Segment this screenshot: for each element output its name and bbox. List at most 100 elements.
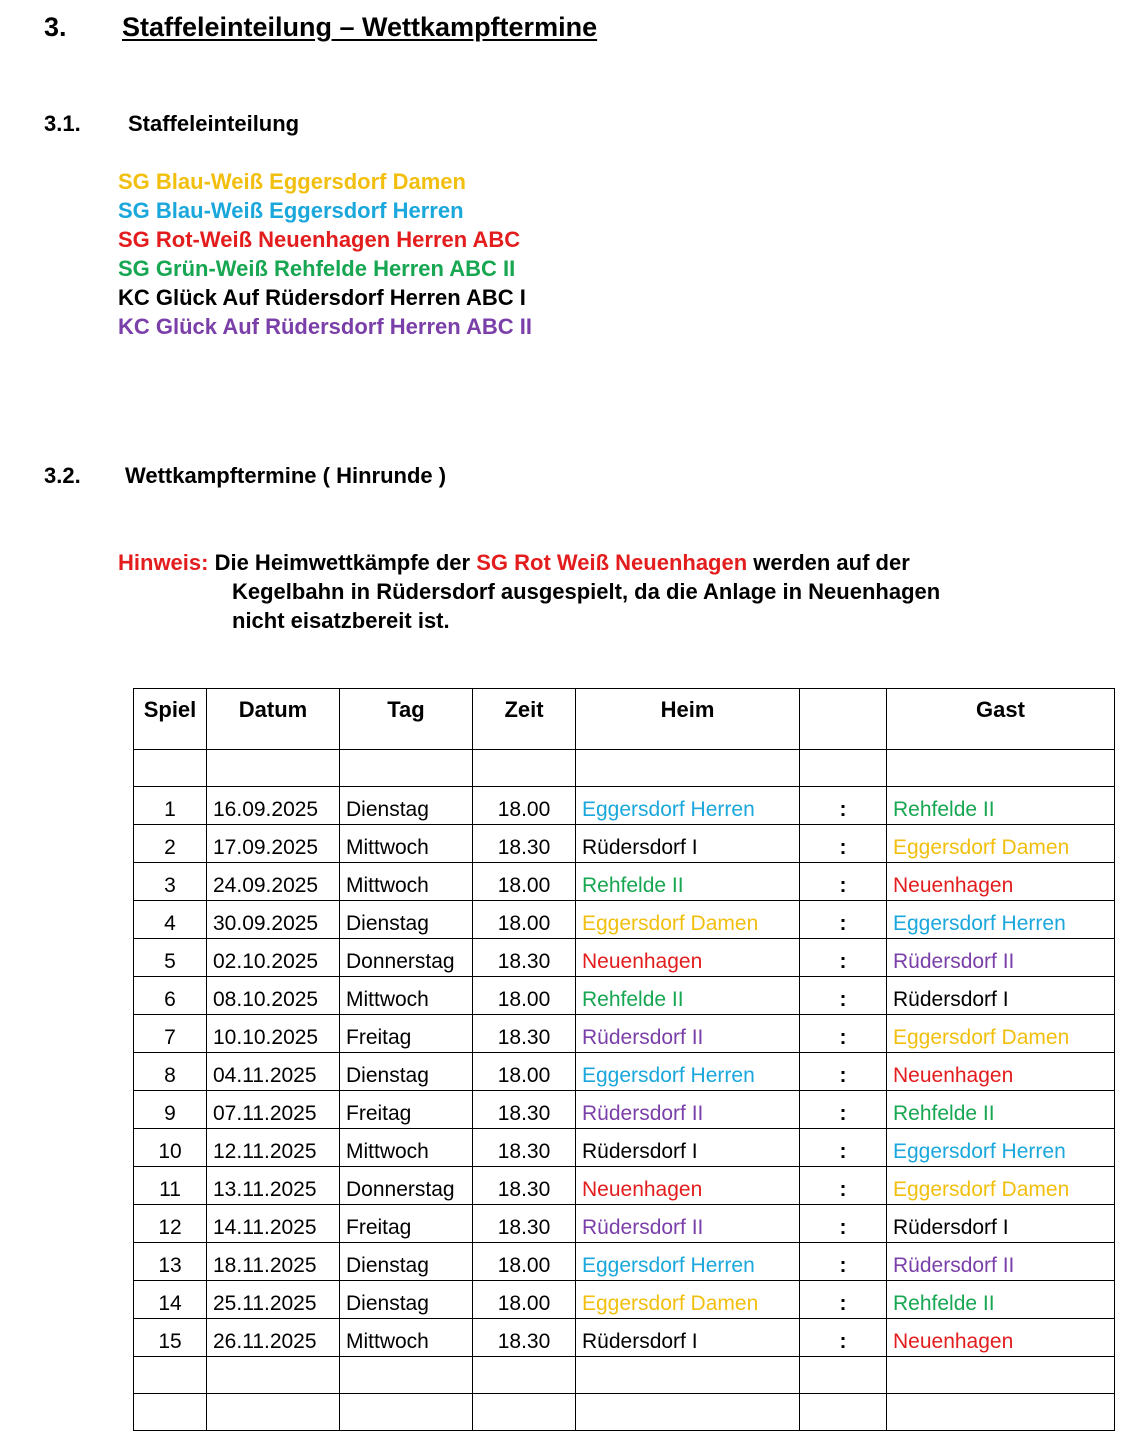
header-zeit: Zeit <box>472 688 576 750</box>
cell-separator: : <box>799 938 887 977</box>
cell-tag: Dienstag <box>339 1280 473 1319</box>
table-row: 11 13.11.2025 Donnerstag 18.30 Neuenhagen: Eg… <box>133 1166 1115 1205</box>
cell-separator: : <box>799 900 887 939</box>
table-row: 14 25.11.2025 Dienstag 18.00 Eggersdorf Dame… <box>133 1280 1115 1319</box>
cell-spiel: 7 <box>133 1014 207 1053</box>
cell-datum: 18.11.2025 <box>206 1242 340 1281</box>
hint-note: Hinweis: Die Heimwettkämpfe der SG Rot W… <box>118 548 940 635</box>
cell-spiel: 13 <box>133 1242 207 1281</box>
cell-tag: Freitag <box>339 1014 473 1053</box>
schedule-table: Spiel Datum Tag Zeit Heim Gast 1 16.09.20… <box>133 688 1115 1431</box>
team-entry: SG Rot-Weiß Neuenhagen Herren ABC <box>118 227 521 252</box>
cell-datum: 25.11.2025 <box>206 1280 340 1319</box>
team-list: SG Blau-Weiß Eggersdorf Damen SG Blau-Wei… <box>118 167 532 341</box>
team-entry: KC Glück Auf Rüdersdorf Herren ABC I <box>118 285 526 310</box>
cell-datum: 04.11.2025 <box>206 1052 340 1091</box>
cell-zeit: 18.00 <box>472 976 576 1015</box>
cell-heim: Rüdersdorf I <box>575 1128 800 1167</box>
cell-spiel: 12 <box>133 1204 207 1243</box>
team-entry: KC Glück Auf Rüdersdorf Herren ABC II <box>118 314 532 339</box>
cell-separator: : <box>799 1166 887 1205</box>
cell-datum: 16.09.2025 <box>206 786 340 825</box>
section-3-heading: 3. Staffeleinteilung – Wettkampftermine <box>44 12 597 43</box>
table-header-row: Spiel Datum Tag Zeit Heim Gast <box>133 688 1115 750</box>
cell-datum: 02.10.2025 <box>206 938 340 977</box>
section-3-2-heading: 3.2. Wettkampftermine ( Hinrunde ) <box>44 463 446 489</box>
cell-heim: Eggersdorf Herren <box>575 1242 800 1281</box>
cell-zeit: 18.30 <box>472 824 576 863</box>
cell-spiel: 9 <box>133 1090 207 1129</box>
table-row: 5 02.10.2025 Donnerstag 18.30 Neuenhagen: Rüd… <box>133 938 1115 977</box>
cell-separator: : <box>799 786 887 825</box>
cell-tag: Dienstag <box>339 1052 473 1091</box>
header-separator <box>799 688 887 750</box>
cell-zeit: 18.30 <box>472 938 576 977</box>
cell-datum: 14.11.2025 <box>206 1204 340 1243</box>
cell-datum: 07.11.2025 <box>206 1090 340 1129</box>
cell-spiel: 10 <box>133 1128 207 1167</box>
cell-spiel: 5 <box>133 938 207 977</box>
cell-heim: Rüdersdorf I <box>575 824 800 863</box>
cell-spiel: 2 <box>133 824 207 863</box>
section-3-2-number: 3.2. <box>44 463 81 488</box>
section-3-title: Staffeleinteilung – Wettkampftermine <box>122 12 598 42</box>
cell-separator: : <box>799 976 887 1015</box>
cell-zeit: 18.30 <box>472 1128 576 1167</box>
cell-gast: Rehfelde II <box>886 1280 1115 1319</box>
hint-label: Hinweis: <box>118 550 209 575</box>
cell-separator: : <box>799 824 887 863</box>
header-tag: Tag <box>339 688 473 750</box>
cell-heim: Rüdersdorf I <box>575 1318 800 1357</box>
header-gast: Gast <box>886 688 1115 750</box>
table-row: 1 16.09.2025 Dienstag 18.00 Eggersdorf Herre… <box>133 786 1115 825</box>
section-3-1-title: Staffeleinteilung <box>128 111 300 136</box>
table-row: 7 10.10.2025 Freitag 18.30 Rüdersdorf II: Egg… <box>133 1014 1115 1053</box>
cell-tag: Freitag <box>339 1204 473 1243</box>
cell-heim: Neuenhagen <box>575 1166 800 1205</box>
team-entry: SG Blau-Weiß Eggersdorf Herren <box>118 198 464 223</box>
cell-tag: Donnerstag <box>339 1166 473 1205</box>
cell-gast: Rüdersdorf I <box>886 976 1115 1015</box>
cell-zeit: 18.00 <box>472 1052 576 1091</box>
table-row: 10 12.11.2025 Mittwoch 18.30 Rüdersdorf I: Eg… <box>133 1128 1115 1167</box>
cell-tag: Dienstag <box>339 786 473 825</box>
table-row: 15 26.11.2025 Mittwoch 18.30 Rüdersdorf I: Ne… <box>133 1318 1115 1357</box>
cell-tag: Donnerstag <box>339 938 473 977</box>
cell-gast: Eggersdorf Herren <box>886 900 1115 939</box>
cell-spiel: 14 <box>133 1280 207 1319</box>
cell-separator: : <box>799 862 887 901</box>
table-row-empty <box>133 1356 1115 1394</box>
header-spiel: Spiel <box>133 688 207 750</box>
cell-zeit: 18.30 <box>472 1014 576 1053</box>
cell-gast: Rüdersdorf II <box>886 938 1115 977</box>
table-row: 9 07.11.2025 Freitag 18.30 Rüdersdorf II: Reh… <box>133 1090 1115 1129</box>
table-row: 12 14.11.2025 Freitag 18.30 Rüdersdorf II: Rü… <box>133 1204 1115 1243</box>
cell-datum: 30.09.2025 <box>206 900 340 939</box>
section-3-1-number: 3.1. <box>44 111 81 136</box>
cell-heim: Rehfelde II <box>575 862 800 901</box>
cell-spiel: 11 <box>133 1166 207 1205</box>
cell-heim: Neuenhagen <box>575 938 800 977</box>
cell-heim: Eggersdorf Damen <box>575 900 800 939</box>
cell-separator: : <box>799 1242 887 1281</box>
cell-gast: Neuenhagen <box>886 1052 1115 1091</box>
cell-zeit: 18.00 <box>472 1242 576 1281</box>
cell-datum: 17.09.2025 <box>206 824 340 863</box>
table-row-empty <box>133 1393 1115 1431</box>
cell-tag: Mittwoch <box>339 1318 473 1357</box>
cell-tag: Dienstag <box>339 1242 473 1281</box>
cell-datum: 08.10.2025 <box>206 976 340 1015</box>
section-3-number: 3. <box>44 12 67 42</box>
team-entry: SG Grün-Weiß Rehfelde Herren ABC II <box>118 256 516 281</box>
cell-separator: : <box>799 1318 887 1357</box>
cell-gast: Eggersdorf Herren <box>886 1128 1115 1167</box>
cell-tag: Freitag <box>339 1090 473 1129</box>
cell-gast: Neuenhagen <box>886 862 1115 901</box>
cell-zeit: 18.00 <box>472 1280 576 1319</box>
cell-datum: 13.11.2025 <box>206 1166 340 1205</box>
cell-heim: Rüdersdorf II <box>575 1090 800 1129</box>
cell-gast: Neuenhagen <box>886 1318 1115 1357</box>
cell-zeit: 18.30 <box>472 1318 576 1357</box>
table-row: 2 17.09.2025 Mittwoch 18.30 Rüdersdorf I: Egg… <box>133 824 1115 863</box>
cell-zeit: 18.30 <box>472 1166 576 1205</box>
